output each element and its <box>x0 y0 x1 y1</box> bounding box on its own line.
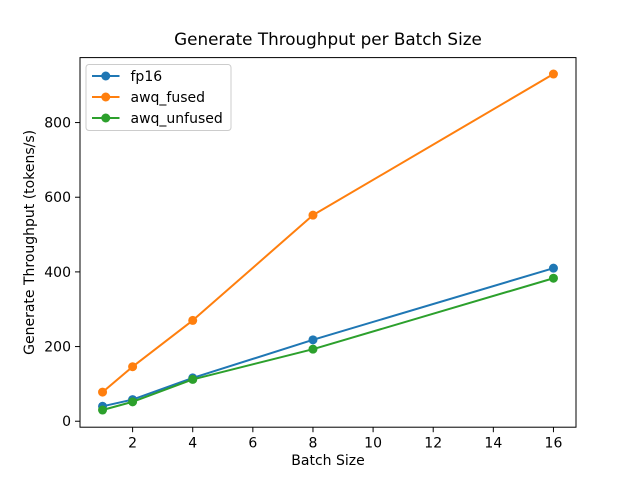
y-tick-label: 200 <box>44 340 71 356</box>
series-marker-awq_unfused <box>98 405 108 415</box>
y-tick-label: 800 <box>44 116 71 132</box>
series-marker-fp16 <box>548 263 558 273</box>
chart-title: Generate Throughput per Batch Size <box>174 29 482 49</box>
plot-area: 2 4 6 8 10 12 14 16 0 200 400 600 800 <box>44 57 577 452</box>
y-tick-label: 0 <box>62 414 71 430</box>
legend-marker-awq_fused <box>101 92 111 102</box>
series-marker-awq_fused <box>308 210 318 220</box>
series-marker-awq_unfused <box>188 374 198 384</box>
series-marker-awq_fused <box>98 387 108 397</box>
series-line-awq_unfused <box>102 277 554 411</box>
series-marker-awq_fused <box>128 362 138 372</box>
series-marker-fp16 <box>308 335 318 345</box>
y-tick-label: 600 <box>44 190 71 206</box>
legend-label-fp16: fp16 <box>131 69 163 85</box>
x-tick-label: 4 <box>188 436 197 452</box>
series-marker-awq_unfused <box>128 397 138 407</box>
x-tick-label: 10 <box>364 436 382 452</box>
x-tick-label: 12 <box>424 436 442 452</box>
y-tick-label: 400 <box>44 265 71 281</box>
series-marker-awq_unfused <box>548 273 558 283</box>
legend-box <box>85 64 232 131</box>
legend-marker-awq_unfused <box>101 113 111 123</box>
x-tick-label: 14 <box>484 436 502 452</box>
legend-label-awq_unfused: awq_unfused <box>131 111 223 127</box>
y-axis-label: Generate Throughput (tokens/s) <box>22 130 38 355</box>
legend-marker-fp16 <box>101 71 111 81</box>
series-marker-awq_fused <box>188 315 198 325</box>
x-tick-label: 16 <box>545 436 563 452</box>
axes-spines <box>79 57 577 428</box>
x-axis-label: Batch Size <box>291 453 364 469</box>
series-marker-awq_fused <box>548 69 558 79</box>
legend-label-awq_fused: awq_fused <box>131 90 206 106</box>
series-marker-awq_unfused <box>308 344 318 354</box>
x-tick-label: 2 <box>128 436 137 452</box>
x-tick-label: 8 <box>309 436 318 452</box>
legend: fp16 awq_fused awq_unfused <box>85 64 232 131</box>
x-tick-label: 6 <box>248 436 257 452</box>
